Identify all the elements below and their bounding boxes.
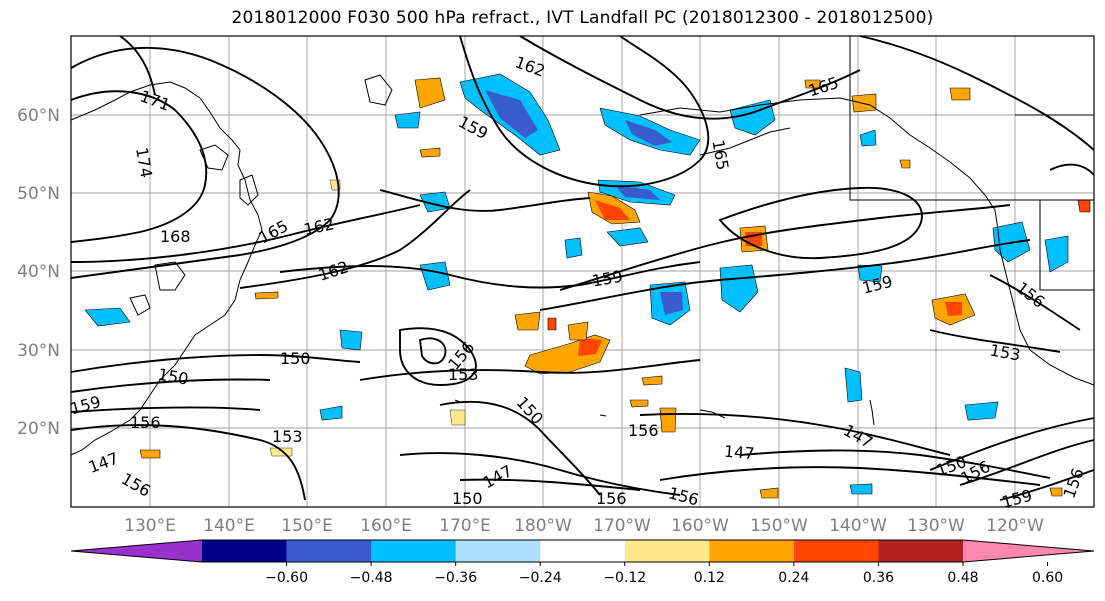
contour-label: 153 [448, 365, 479, 384]
contour-label: 147 [723, 442, 755, 464]
lon-label: 130°E [124, 516, 176, 536]
contour-label: 150 [452, 489, 483, 508]
colorbar-tick-label: 0.36 [863, 570, 894, 586]
contour-label: 150 [280, 349, 311, 368]
map-frame [70, 35, 1095, 508]
colorbar-tick-label: 0.48 [947, 570, 978, 586]
colorbar-segment [371, 540, 457, 562]
colorbar-segment [793, 540, 879, 562]
colorbar-tick-label: −0.36 [434, 570, 477, 586]
lon-label: 160°W [671, 516, 729, 536]
lon-label: 170°E [439, 516, 491, 536]
lon-label: 170°W [593, 516, 651, 536]
contour-label: 156 [130, 413, 161, 432]
colorbar-extend-min [71, 540, 202, 562]
map-title: 2018012000 F030 500 hPa refract., IVT La… [231, 8, 934, 28]
colorbar-extend-max [963, 540, 1094, 562]
colorbar-segment [286, 540, 372, 562]
lat-label-50n: 50°N [17, 184, 60, 204]
shaded-anomaly-fields [84, 73, 1091, 499]
colorbar-tick-label: −0.60 [265, 570, 308, 586]
contour-label: 153 [272, 427, 303, 446]
lat-label-40n: 40°N [17, 262, 60, 282]
contour-label: 156 [628, 421, 659, 440]
colorbar: −0.60 −0.48 −0.36 −0.24 −0.12 0.12 0.24 0.36 0.4… [70, 539, 1095, 586]
lat-label-60n: 60°N [17, 106, 60, 126]
lon-label: 120°W [986, 516, 1044, 536]
map-background [71, 36, 1094, 507]
colorbar-outline [70, 539, 1095, 563]
coastlines [70, 36, 1095, 456]
lat-label-20n: 20°N [17, 419, 60, 439]
lon-label: 150°W [750, 516, 808, 536]
contour-label: 168 [160, 227, 191, 246]
latitude-labels: 60°N 50°N 40°N 30°N 20°N [17, 106, 60, 439]
lon-label: 160°E [360, 516, 412, 536]
colorbar-segment [709, 540, 795, 562]
colorbar-tick-label: 0.24 [778, 570, 809, 586]
colorbar-tick-label: 0.60 [1032, 570, 1063, 586]
colorbar-segment [202, 540, 288, 562]
contour-lines [70, 35, 1095, 501]
colorbar-tick-label: −0.24 [519, 570, 562, 586]
colorbar-segment [540, 540, 626, 562]
colorbar-tick-label: −0.12 [603, 570, 646, 586]
lon-label: 180°W [514, 516, 572, 536]
contour-label: 156 [596, 489, 627, 508]
colorbar-segment [455, 540, 541, 562]
lon-label: 140°W [829, 516, 887, 536]
colorbar-segment [878, 540, 964, 562]
colorbar-tick-label: −0.48 [350, 570, 393, 586]
lon-label: 150°E [281, 516, 333, 536]
longitude-labels: 130°E 140°E 150°E 160°E 170°E 180°W 170°… [124, 516, 1044, 536]
colorbar-segment [624, 540, 710, 562]
colorbar-tick-label: 0.12 [694, 570, 725, 586]
lon-label: 130°W [907, 516, 965, 536]
lon-label: 140°E [203, 516, 255, 536]
lat-label-30n: 30°N [17, 341, 60, 361]
map-panel: 171 174 168 165 162 162 162 159 159 165 … [68, 35, 1095, 512]
